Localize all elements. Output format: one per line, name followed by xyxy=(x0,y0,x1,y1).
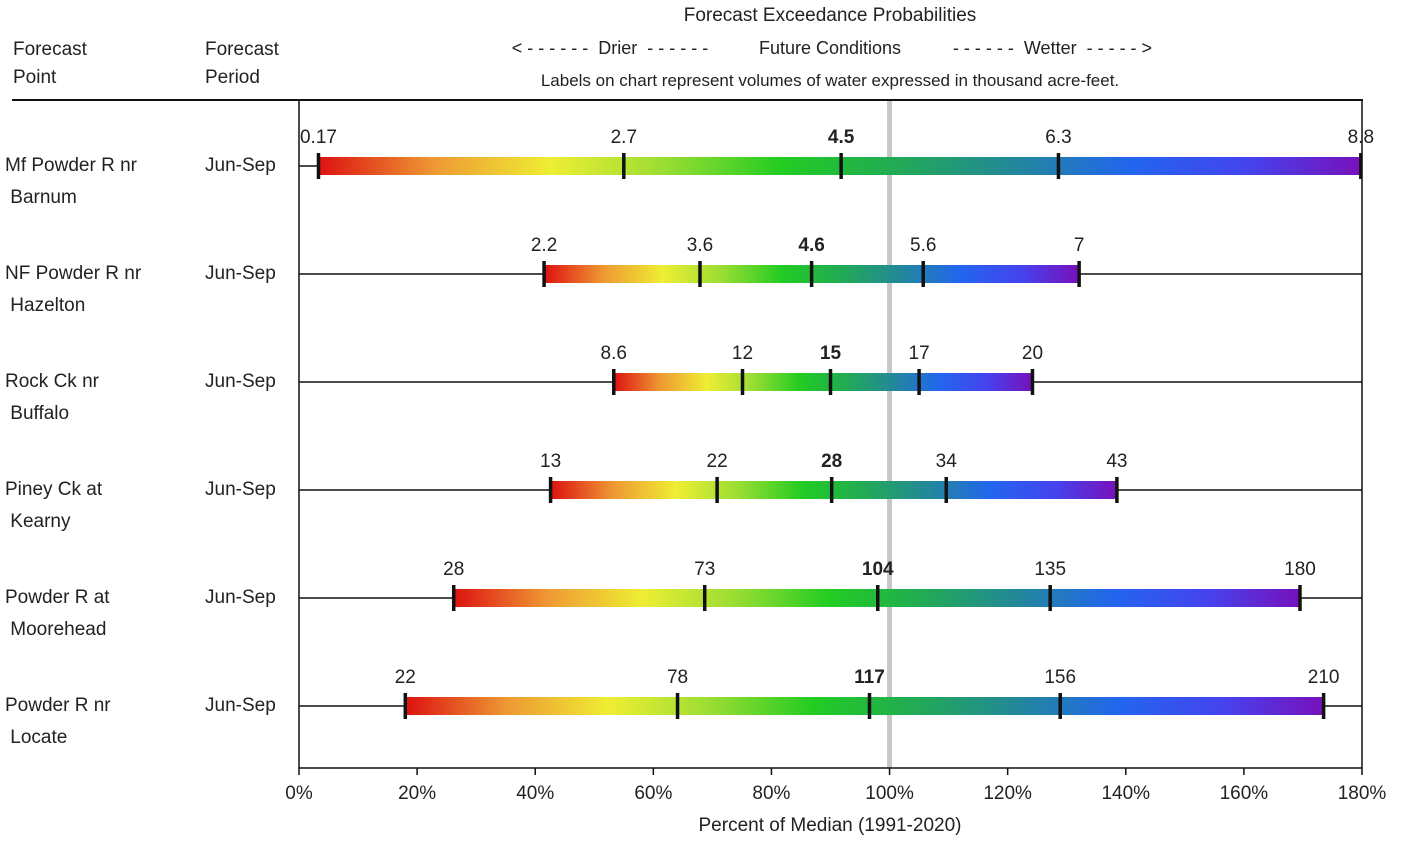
x-tick-label: 180% xyxy=(1338,783,1387,804)
forecast-point-header-line1: Forecast xyxy=(13,39,87,60)
forecast-point-header-line2: Point xyxy=(13,67,57,88)
exceedance-bar xyxy=(550,481,1117,499)
volume-label: 43 xyxy=(1106,451,1127,472)
x-tick-label: 0% xyxy=(285,783,313,804)
forecast-point-name: Powder R nr Locate xyxy=(5,690,111,754)
volume-label: 2.7 xyxy=(611,127,637,148)
x-tick-label: 60% xyxy=(634,783,672,804)
forecast-period: Jun-Sep xyxy=(205,263,276,284)
volume-label: 156 xyxy=(1044,667,1076,688)
forecast-period-header-line1: Forecast xyxy=(205,39,279,60)
median-volume-label: 117 xyxy=(854,667,885,688)
forecast-point-name-line: Powder R nr xyxy=(5,695,111,716)
forecast-period: Jun-Sep xyxy=(205,371,276,392)
x-tick-label: 40% xyxy=(516,783,554,804)
x-tick-label: 80% xyxy=(752,783,790,804)
direction-future-conditions: Future Conditions xyxy=(758,38,902,58)
forecast-point-name-line: Piney Ck at xyxy=(5,479,103,500)
forecast-point-name-line: Mf Powder R nr xyxy=(5,155,137,176)
volume-label: 2.2 xyxy=(531,235,557,256)
forecast-point-name-line: NF Powder R nr xyxy=(5,263,142,284)
forecast-point-name-line: Moorehead xyxy=(5,619,107,640)
x-tick-label: 120% xyxy=(983,783,1032,804)
volume-label: 12 xyxy=(732,343,753,364)
volume-label: 135 xyxy=(1034,559,1066,580)
volume-label: 20 xyxy=(1022,343,1043,364)
forecast-point-name-line: Locate xyxy=(5,727,68,748)
median-volume-label: 4.6 xyxy=(798,235,824,256)
volume-label: 22 xyxy=(707,451,728,472)
forecast-point-name: NF Powder R nr Hazelton xyxy=(5,258,141,322)
exceedance-bar xyxy=(405,697,1324,715)
volume-label: 17 xyxy=(909,343,930,364)
forecast-point-name: Rock Ck nr Buffalo xyxy=(5,366,99,430)
median-volume-label: 104 xyxy=(862,559,894,580)
forecast-period-header-line2: Period xyxy=(205,67,260,88)
forecast-point-name-line: Powder R at xyxy=(5,587,110,608)
x-tick-label: 160% xyxy=(1220,783,1269,804)
median-volume-label: 28 xyxy=(821,451,842,472)
x-axis-label: Percent of Median (1991-2020) xyxy=(698,815,962,836)
direction-wetter: - - - - - - Wetter - - - - - > xyxy=(952,38,1153,58)
volume-label: 180 xyxy=(1284,559,1316,580)
x-tick-label: 140% xyxy=(1101,783,1150,804)
median-volume-label: 4.5 xyxy=(828,127,855,148)
forecast-point-name: Powder R at Moorehead xyxy=(5,582,110,646)
volume-label: 210 xyxy=(1308,667,1340,688)
forecast-point-name: Mf Powder R nr Barnum xyxy=(5,150,137,214)
forecast-point-name-line: Buffalo xyxy=(5,403,70,424)
units-note: Labels on chart represent volumes of wat… xyxy=(540,71,1120,90)
volume-label: 34 xyxy=(936,451,958,472)
forecast-period: Jun-Sep xyxy=(205,695,276,716)
volume-label: 28 xyxy=(443,559,464,580)
forecast-period: Jun-Sep xyxy=(205,479,276,500)
chart-title: Forecast Exceedance Probabilities xyxy=(683,5,977,26)
median-volume-label: 15 xyxy=(820,343,842,364)
volume-label: 8.8 xyxy=(1348,127,1374,148)
x-tick-label: 100% xyxy=(865,783,914,804)
forecast-point-name-line: Hazelton xyxy=(5,295,86,316)
exceedance-bar xyxy=(613,373,1033,391)
forecast-point-name-line: Rock Ck nr xyxy=(5,371,99,392)
volume-label: 5.6 xyxy=(910,235,936,256)
forecast-point-name: Piney Ck at Kearny xyxy=(5,474,102,538)
volume-label: 73 xyxy=(694,559,715,580)
forecast-period: Jun-Sep xyxy=(205,587,276,608)
volume-label: 8.6 xyxy=(601,343,627,364)
volume-label: 7 xyxy=(1074,235,1085,256)
volume-label: 3.6 xyxy=(687,235,713,256)
direction-drier: < - - - - - - Drier - - - - - - xyxy=(511,38,709,58)
forecast-period-header: Forecast Period xyxy=(205,36,279,92)
forecast-point-name-line: Barnum xyxy=(5,187,77,208)
forecast-point-header: Forecast Point xyxy=(13,36,87,92)
x-tick-label: 20% xyxy=(398,783,436,804)
volume-label: 78 xyxy=(667,667,688,688)
volume-label: 6.3 xyxy=(1045,127,1071,148)
volume-label: 0.17 xyxy=(300,127,337,148)
forecast-point-name-line: Kearny xyxy=(5,511,71,532)
volume-label: 22 xyxy=(395,667,416,688)
forecast-period: Jun-Sep xyxy=(205,155,276,176)
volume-label: 13 xyxy=(540,451,561,472)
